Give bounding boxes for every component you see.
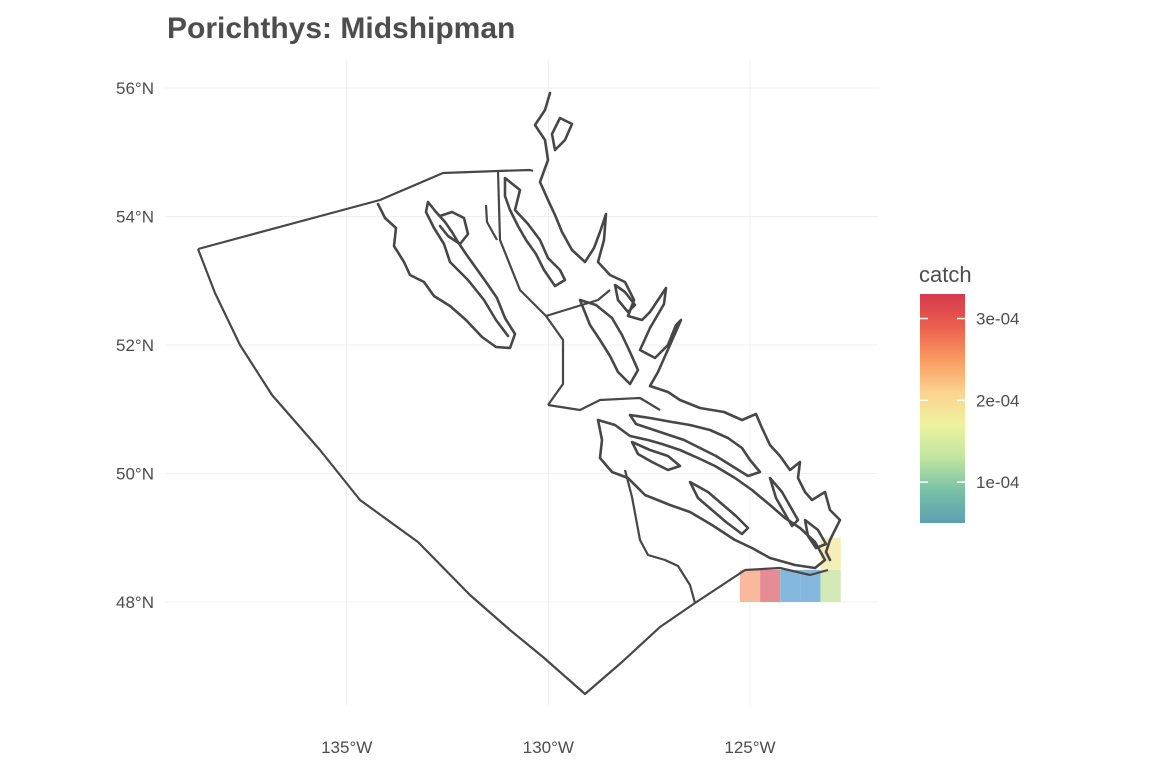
outer-boundary	[196, 168, 829, 696]
legend-ticks: 3e-04 2e-04 1e-04	[920, 310, 1019, 492]
legend-tick-label: 2e-04	[976, 391, 1019, 410]
x-axis: 135°W 130°W 125°W	[321, 738, 776, 757]
catch-cell	[780, 569, 801, 602]
broughton-islands	[628, 413, 762, 478]
chart-title: Porichthys: Midshipman	[167, 12, 515, 45]
y-tick-label: 54°N	[116, 208, 154, 227]
haida-gwaii-coastline	[376, 200, 517, 350]
inner-islands-north	[503, 116, 574, 288]
y-tick-label: 50°N	[116, 465, 154, 484]
catch-cells	[739, 537, 841, 602]
inner-islands-central	[578, 283, 640, 386]
area-boundary-qcs	[547, 396, 661, 412]
area-boundary-hecate	[545, 289, 611, 318]
catch-cell	[760, 569, 781, 602]
mainland-coastline	[533, 91, 842, 562]
x-tick-label: 125°W	[724, 738, 775, 757]
area-boundary-haida	[484, 204, 498, 241]
x-tick-label: 135°W	[321, 738, 372, 757]
y-tick-label: 56°N	[116, 79, 154, 98]
catch-cell	[800, 569, 821, 602]
vancouver-island-coastline	[596, 418, 827, 570]
georgia-strait-islands	[688, 476, 828, 550]
legend: catch 3e-04 2e-04 1e-04	[919, 262, 1019, 523]
graticule	[165, 60, 878, 705]
legend-tick-label: 1e-04	[976, 473, 1019, 492]
catch-cell	[739, 569, 761, 602]
x-tick-label: 130°W	[523, 738, 574, 757]
area-boundary-wcvi	[623, 469, 697, 604]
y-tick-label: 52°N	[116, 336, 154, 355]
y-axis: 56°N 54°N 52°N 50°N 48°N	[116, 79, 154, 612]
y-tick-label: 48°N	[116, 593, 154, 612]
legend-colorbar	[920, 294, 965, 523]
legend-title: catch	[919, 262, 972, 287]
catch-cell	[820, 569, 841, 602]
legend-tick-label: 3e-04	[976, 310, 1019, 329]
catch-cell	[820, 537, 841, 570]
